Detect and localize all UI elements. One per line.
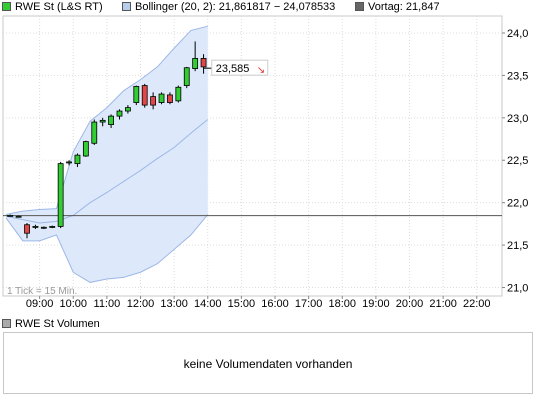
candle-body bbox=[82, 141, 89, 157]
candles bbox=[7, 41, 207, 239]
candle bbox=[158, 92, 165, 105]
x-tick-label: 13:00 bbox=[160, 298, 188, 310]
candle-body bbox=[116, 110, 123, 117]
volume-swatch-icon bbox=[2, 319, 11, 328]
candle-body bbox=[192, 58, 199, 70]
candle bbox=[40, 226, 47, 229]
legend: RWE St (L&S RT) Bollinger (20, 2): 21,86… bbox=[0, 0, 545, 14]
y-tick-label: 23,5 bbox=[507, 70, 528, 82]
candle bbox=[183, 66, 190, 89]
candle-body bbox=[175, 86, 182, 102]
candle-body bbox=[124, 107, 131, 112]
series-swatch-icon bbox=[2, 2, 11, 11]
y-tick-label: 22,0 bbox=[507, 198, 528, 210]
candle bbox=[150, 92, 157, 110]
candle-body bbox=[40, 226, 47, 229]
candle bbox=[124, 105, 131, 114]
volume-panel: keine Volumendaten vorhanden bbox=[3, 332, 533, 394]
candle-body bbox=[57, 163, 64, 227]
x-tick-label: 10:00 bbox=[59, 298, 87, 310]
candle bbox=[24, 223, 30, 239]
legend-prev-close-label: Vortag: 21,847 bbox=[368, 1, 440, 13]
legend-item-prev-close[interactable]: Vortag: 21,847 bbox=[355, 1, 440, 13]
x-tick-label: 15:00 bbox=[228, 298, 256, 310]
volume-legend: RWE St Volumen bbox=[0, 317, 545, 331]
x-tick-label: 09:00 bbox=[26, 298, 54, 310]
x-tick-label: 22:00 bbox=[463, 298, 491, 310]
candle-body bbox=[108, 115, 114, 126]
last-price-box bbox=[211, 59, 269, 76]
candle-body bbox=[32, 226, 39, 228]
legend-item-bollinger[interactable]: Bollinger (20, 2): 21,861817 − 24,078533 bbox=[122, 1, 335, 13]
candle bbox=[141, 83, 148, 108]
x-tick-label: 19:00 bbox=[362, 298, 390, 310]
candle-body bbox=[133, 86, 140, 103]
x-tick-label: 12:00 bbox=[127, 298, 155, 310]
x-tick-label: 16:00 bbox=[261, 298, 289, 310]
candle-body bbox=[49, 226, 56, 228]
candle-body bbox=[150, 96, 157, 106]
candle-body bbox=[66, 161, 72, 164]
candle-body bbox=[158, 93, 165, 103]
candle bbox=[175, 85, 182, 103]
candle bbox=[192, 41, 199, 72]
candle-body bbox=[167, 94, 173, 103]
volume-header-label: RWE St Volumen bbox=[15, 318, 100, 330]
bollinger-swatch-icon bbox=[122, 2, 131, 11]
candle bbox=[108, 114, 114, 128]
y-tick-label: 24,0 bbox=[507, 28, 528, 40]
price-chart[interactable]: 23,585 ↘ 24,0 23,5 23,0 22,5 22,0 21,5 21,0 09:00… bbox=[0, 0, 545, 317]
candle bbox=[49, 225, 56, 229]
candle bbox=[133, 85, 140, 106]
candle-body bbox=[91, 121, 98, 144]
candle bbox=[99, 117, 106, 127]
legend-item-volume[interactable]: RWE St Volumen bbox=[2, 318, 100, 330]
bollinger-upper-line bbox=[5, 25, 208, 216]
legend-item-series[interactable]: RWE St (L&S RT) bbox=[2, 1, 103, 13]
legend-bollinger-label: Bollinger (20, 2): 21,861817 − 24,078533 bbox=[135, 1, 336, 13]
bollinger-middle-line bbox=[5, 119, 209, 224]
x-tick-label: 20:00 bbox=[396, 298, 424, 310]
legend-series-label: RWE St (L&S RT) bbox=[15, 1, 103, 13]
candle bbox=[200, 54, 207, 74]
y-tick-label: 21,0 bbox=[507, 283, 528, 295]
down-arrow-icon: ↘ bbox=[257, 65, 265, 76]
y-tick-label: 23,0 bbox=[507, 113, 528, 125]
tick-note: 1 Tick = 15 Min. bbox=[7, 286, 77, 297]
y-tick-label: 21,5 bbox=[507, 240, 528, 252]
candle bbox=[7, 214, 14, 217]
x-tick-label: 11:00 bbox=[94, 298, 121, 310]
candle bbox=[66, 160, 72, 166]
candle-body bbox=[141, 85, 148, 106]
x-tick-label: 14:00 bbox=[194, 298, 222, 310]
candle bbox=[15, 215, 22, 218]
candle bbox=[57, 161, 64, 229]
x-tick-label: 21:00 bbox=[429, 298, 457, 310]
x-tick-label: 17:00 bbox=[295, 298, 323, 310]
candle bbox=[116, 109, 123, 120]
candle-body bbox=[200, 58, 207, 68]
candle-body bbox=[183, 67, 190, 86]
candle-body bbox=[99, 119, 106, 123]
candle bbox=[32, 224, 39, 229]
candle bbox=[74, 153, 81, 168]
prev-close-swatch-icon bbox=[355, 2, 364, 11]
bollinger-band bbox=[6, 26, 208, 283]
candle-body bbox=[74, 154, 81, 165]
candle-body bbox=[24, 224, 30, 234]
x-tick-label: 18:00 bbox=[329, 298, 357, 310]
bollinger-lower-line bbox=[5, 214, 209, 283]
candle-body bbox=[7, 214, 14, 217]
candle-body bbox=[15, 215, 22, 218]
candle bbox=[167, 92, 173, 105]
volume-empty-message: keine Volumendaten vorhanden bbox=[183, 357, 353, 371]
y-tick-label: 22,5 bbox=[507, 155, 528, 167]
last-price-label: 23,585 bbox=[216, 63, 250, 75]
candle bbox=[91, 119, 98, 145]
candle bbox=[82, 140, 89, 157]
